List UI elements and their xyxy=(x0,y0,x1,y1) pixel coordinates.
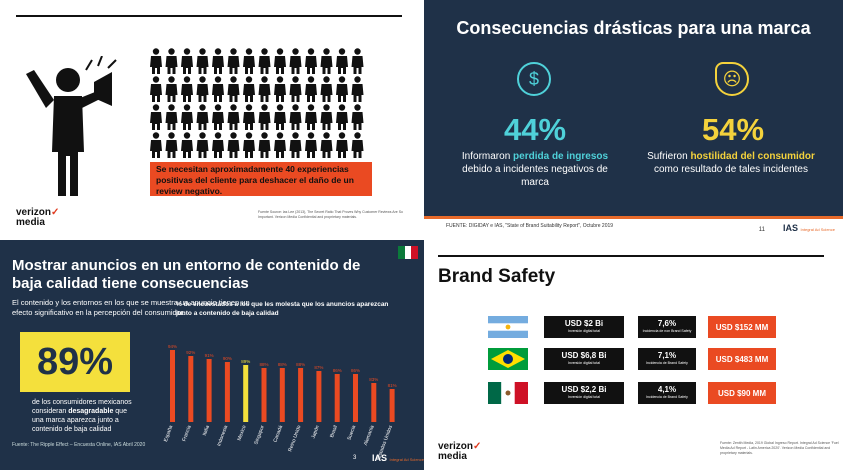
divider-line xyxy=(438,255,824,257)
consumer-hostility-text: Sufrieron hostilidad del consumidor como… xyxy=(647,151,815,175)
megaphone-person-icon xyxy=(26,56,117,196)
category-label: Canadá xyxy=(273,424,285,443)
stat-consumer-hostility: 54% xyxy=(701,112,765,147)
data-label: 92% xyxy=(186,350,195,355)
cost-box: USD $90 MM xyxy=(708,382,776,404)
slide-title: Consecuencias drásticas para una marca xyxy=(456,18,811,38)
bar xyxy=(170,350,175,422)
big-stat-text: de los consumidores mexicanos consideran… xyxy=(32,399,132,433)
bar-chart: 94% España 92% Francia 91% Italia 90% Indonesia… xyxy=(163,344,397,460)
argentina-flag-icon xyxy=(488,316,528,338)
incidence-box: 7,6% Incidencia de non Brand Safety xyxy=(638,316,696,338)
incidence-box: 7,1% Incidencia de Brand Safety xyxy=(638,348,696,370)
data-label: 81% xyxy=(388,383,397,388)
slide-footer: FUENTE: DIGIDAY e IAS, "State of Brand S… xyxy=(424,216,843,240)
investment-box: USD $2 Bi Inversión digital total xyxy=(544,316,624,338)
bar xyxy=(243,365,249,422)
data-label: 86% xyxy=(351,368,360,373)
ias-logo: IAS Integral Ad Science xyxy=(372,453,424,463)
data-label: 90% xyxy=(223,356,232,361)
slide-low-quality-content[interactable]: Mostrar anuncios en un entorno de conten… xyxy=(0,240,424,470)
category-label: Alemania xyxy=(363,424,376,446)
category-label: Suecia xyxy=(347,424,358,441)
category-label: España xyxy=(163,424,175,442)
bar xyxy=(298,368,304,422)
source-note: Fuente Source: las Lee (2013), The Secre… xyxy=(258,210,403,219)
cost-box: USD $483 MM xyxy=(708,348,776,370)
category-label: Italia xyxy=(202,424,211,436)
category-label: Japón xyxy=(310,424,320,439)
data-label: 88% xyxy=(259,362,268,367)
bar xyxy=(353,374,358,422)
bar xyxy=(206,359,212,422)
brazil-flag-icon xyxy=(488,348,528,370)
cost-box: USD $152 MM xyxy=(708,316,776,338)
verizon-media-logo: verizon✓ media xyxy=(16,207,60,228)
stat-revenue-loss: 44% xyxy=(503,112,567,147)
category-label: Singapur xyxy=(253,424,266,445)
data-label: 88% xyxy=(278,362,287,367)
bar xyxy=(316,371,322,422)
page-number: 11 xyxy=(758,227,765,233)
data-label: 94% xyxy=(168,344,177,349)
data-label: 89% xyxy=(241,359,250,364)
ias-logo: IAS Integral Ad Science xyxy=(783,223,835,233)
category-label: Mexico xyxy=(237,424,248,441)
verizon-media-logo: verizon✓ media xyxy=(438,441,482,462)
people-grid-icon xyxy=(150,48,364,160)
slide-negative-review[interactable]: Se necesitan aproximadamente 40 experien… xyxy=(0,0,421,236)
callout-box: Se necesitan aproximadamente 40 experien… xyxy=(150,162,372,196)
data-label: 87% xyxy=(314,365,323,370)
slide-subtitle: El contenido y los entornos en los que s… xyxy=(12,298,250,317)
bar xyxy=(334,374,340,422)
data-label: 91% xyxy=(205,353,214,358)
incidence-box: 4,1% Incidencia de Brand Safety xyxy=(638,382,696,404)
data-label: 88% xyxy=(296,362,305,367)
investment-box: USD $6,8 Bi Inversión digital total xyxy=(544,348,624,370)
revenue-loss-text: Informaron perdida de ingresos debido a … xyxy=(461,151,609,188)
bar xyxy=(371,383,377,422)
page-number: 3 xyxy=(353,455,357,461)
source-note: Fuente: Zenith Media, 2019 Global Ingres… xyxy=(720,441,839,455)
mexico-flag-icon xyxy=(488,382,528,404)
bar xyxy=(389,389,395,422)
chart-title: % de encuestados a los que les molesta q… xyxy=(176,301,389,317)
bar xyxy=(261,368,267,422)
data-label: 86% xyxy=(333,368,342,373)
divider-line xyxy=(16,15,402,17)
slide-title: Mostrar anuncios en un entorno de conten… xyxy=(12,257,361,292)
source-note: Fuente: The Ripple Effect – Encuesta Onl… xyxy=(12,442,146,448)
big-stat: 89% xyxy=(20,332,130,392)
category-label: Francia xyxy=(181,424,192,442)
bar xyxy=(188,356,194,422)
slide-drastic-consequences[interactable]: Consecuencias drásticas para una marca $… xyxy=(424,0,843,240)
frown-face-icon: ☹ xyxy=(715,62,749,96)
category-label: Indonesia xyxy=(216,424,229,447)
bar xyxy=(224,362,230,422)
data-label: 83% xyxy=(369,377,378,382)
category-label: Brasil xyxy=(329,425,339,439)
bar xyxy=(279,368,285,422)
investment-box: USD $2,2 Bi Inversión digital total xyxy=(544,382,624,404)
mexico-flag-icon xyxy=(398,246,419,259)
dollar-icon: $ xyxy=(517,62,551,96)
slide-brand-safety[interactable]: Brand Safety USD $2 Bi Inversión digital … xyxy=(428,244,843,470)
slide-title: Brand Safety xyxy=(438,266,556,287)
category-label: Reino Unido xyxy=(287,424,302,452)
